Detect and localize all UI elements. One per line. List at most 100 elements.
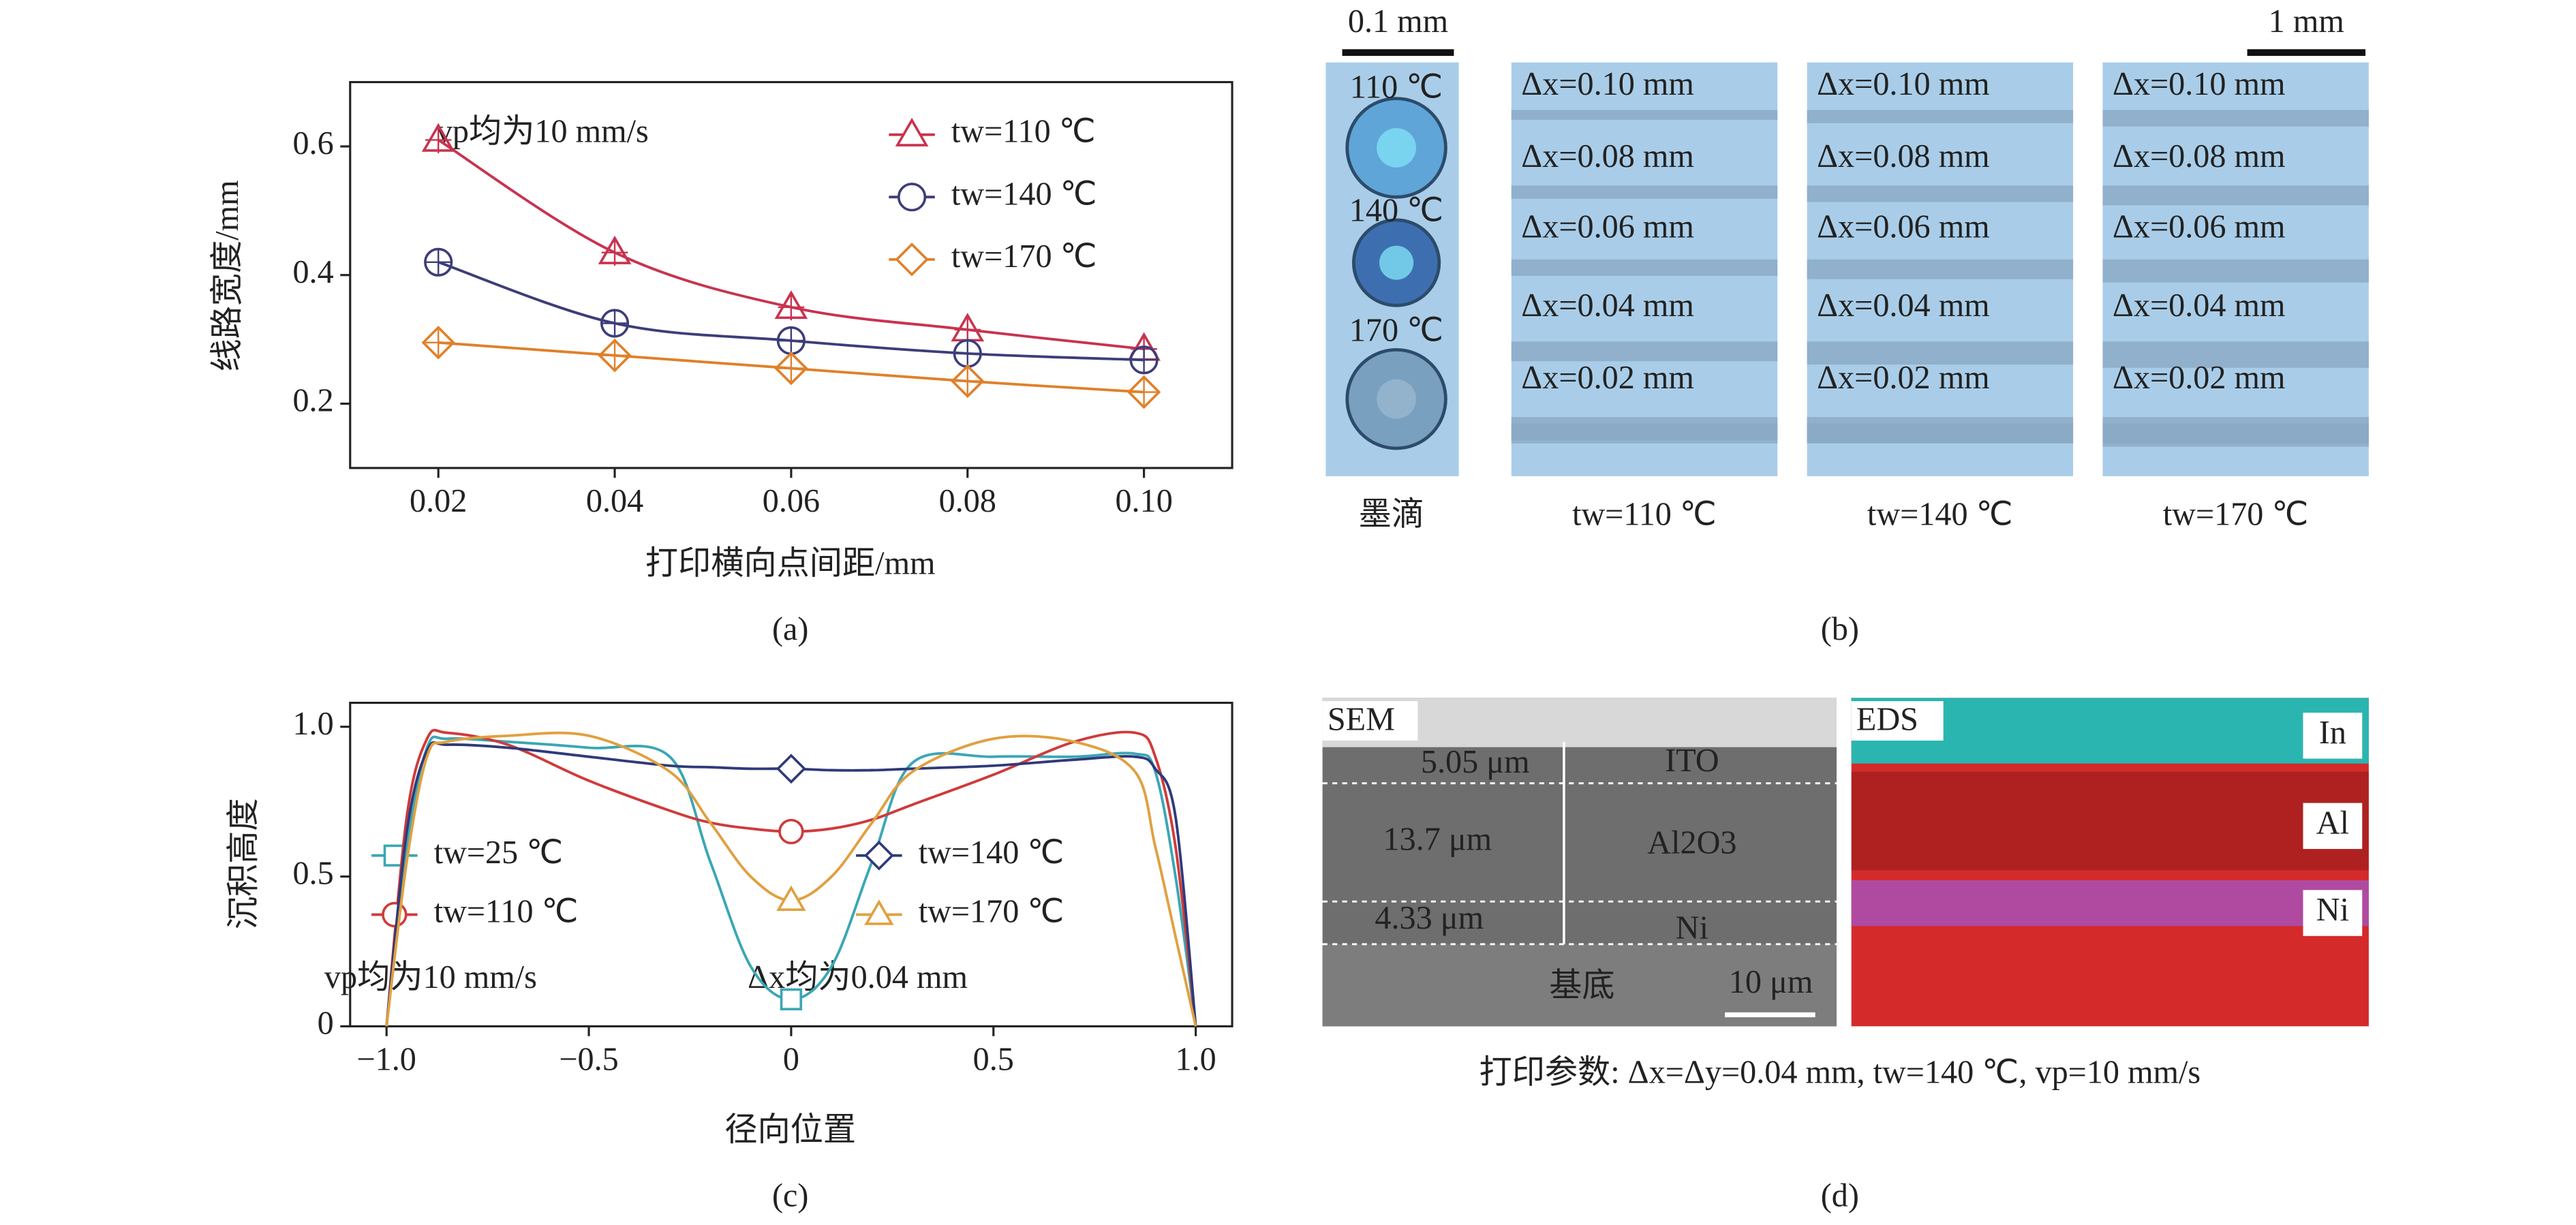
- printed-line: [1511, 185, 1778, 199]
- legend-label: tw=140 ℃: [919, 835, 1064, 871]
- marker: [382, 901, 408, 928]
- legend-label: tw=110 ℃: [951, 114, 1096, 150]
- scale-bar-label: 1 mm: [2269, 3, 2344, 40]
- annotation: vp均为10 mm/s: [324, 959, 537, 995]
- spacing-label: Δx=0.04 mm: [1521, 288, 1694, 324]
- scale-bar-label: 0.1 mm: [1348, 3, 1448, 40]
- column-label: tw=110 ℃: [1572, 496, 1717, 532]
- x-tick-label: −1.0: [357, 1041, 416, 1077]
- column-label: tw=140 ℃: [1867, 496, 2013, 532]
- spacing-label: Δx=0.04 mm: [2113, 288, 2286, 324]
- spacing-label: Δx=0.06 mm: [1817, 208, 1990, 245]
- droplet-core: [1377, 127, 1416, 168]
- caption: (d): [1821, 1177, 1859, 1213]
- element-label-bg: [2303, 803, 2363, 850]
- printed-line: [1511, 259, 1778, 276]
- y-tick-label: 0.2: [292, 383, 333, 419]
- sem-label: SEM: [1328, 702, 1395, 738]
- marker: [895, 117, 929, 146]
- x-axis-label: 径向位置: [724, 1112, 856, 1148]
- droplet-core: [1377, 379, 1416, 419]
- x-tick-label: 0.5: [973, 1041, 1014, 1077]
- marker: [864, 899, 894, 925]
- droplet-core: [1379, 245, 1414, 280]
- eds-label-bg: [1851, 701, 1944, 741]
- y-tick-label: 0: [318, 1005, 334, 1041]
- printed-line: [1807, 110, 2074, 123]
- caption: (a): [772, 611, 808, 647]
- marker: [774, 351, 808, 386]
- legend-label: tw=25 ℃: [434, 835, 564, 871]
- printed-line: [2102, 110, 2369, 127]
- y-tick-label: 0.4: [292, 254, 333, 290]
- eds-dark: [1851, 771, 2369, 871]
- element-label: Ni: [2316, 892, 2349, 928]
- element-label: Al: [2316, 805, 2349, 841]
- spacing-label: Δx=0.08 mm: [1521, 138, 1694, 174]
- thickness-label: 4.33 μm: [1375, 900, 1484, 936]
- printed-line: [2102, 423, 2369, 444]
- marker: [421, 326, 455, 360]
- printed-line: [1511, 110, 1778, 120]
- marker: [951, 364, 985, 399]
- layer-label: Ni: [1676, 910, 1708, 946]
- spacing-label: Δx=0.02 mm: [1817, 360, 1990, 396]
- printed-line: [1807, 423, 2074, 444]
- spacing-label: Δx=0.08 mm: [2113, 138, 2286, 174]
- legend-label: tw=170 ℃: [919, 894, 1064, 930]
- legend-label: tw=140 ℃: [951, 176, 1097, 212]
- droplet-temperature: 140 ℃: [1349, 192, 1443, 228]
- x-tick-label: 0.04: [586, 483, 643, 519]
- caption: (b): [1821, 611, 1859, 647]
- y-tick-label: 0.6: [292, 125, 333, 161]
- x-tick-label: 0: [783, 1041, 799, 1077]
- spacing-label: Δx=0.06 mm: [2113, 208, 2286, 245]
- spacing-label: Δx=0.02 mm: [2113, 360, 2286, 396]
- printed-line: [1511, 423, 1778, 444]
- element-label: In: [2319, 715, 2346, 751]
- substrate-label: 基底: [1549, 967, 1614, 1004]
- spacing-label: Δx=0.02 mm: [1521, 360, 1694, 396]
- x-axis-label: 打印横向点间距/mm: [645, 546, 936, 582]
- y-tick-label: 0.5: [292, 856, 333, 892]
- eds-label: EDS: [1856, 702, 1918, 738]
- column-label: tw=170 ℃: [2163, 496, 2309, 532]
- x-tick-label: 0.02: [410, 483, 467, 519]
- droplet-temperature: 110 ℃: [1350, 69, 1443, 106]
- printed-line: [1807, 185, 2074, 202]
- printed-line: [2102, 185, 2369, 206]
- x-tick-label: 0.08: [939, 483, 996, 519]
- layer-label: ITO: [1665, 743, 1719, 779]
- element-label-bg: [2303, 890, 2363, 936]
- printed-line: [1807, 259, 2074, 279]
- x-tick-label: 0.06: [763, 483, 820, 519]
- marker: [897, 183, 927, 212]
- printed-line: [2102, 259, 2369, 283]
- eds-ni: [1851, 880, 2369, 927]
- y-tick-label: 1.0: [292, 706, 333, 742]
- layer-label: Al2O3: [1647, 824, 1736, 860]
- thickness-label: 13.7 μm: [1383, 821, 1492, 857]
- printed-line: [1511, 341, 1778, 362]
- x-tick-label: −0.5: [559, 1041, 618, 1077]
- marker: [780, 988, 803, 1010]
- element-label-bg: [2303, 713, 2363, 759]
- marker: [895, 243, 929, 277]
- y-axis-label: 线路宽度/mm: [209, 180, 245, 371]
- droplet-temperature: 170 ℃: [1349, 312, 1443, 348]
- spacing-label: Δx=0.06 mm: [1521, 208, 1694, 245]
- droplet-label: 墨滴: [1359, 496, 1424, 532]
- marker: [598, 338, 632, 373]
- x-tick-label: 0.10: [1115, 483, 1172, 519]
- parameters: 打印参数: Δx=Δy=0.04 mm, tw=140 ℃, vp=10 mm/…: [1479, 1055, 2201, 1091]
- legend-label: tw=170 ℃: [951, 238, 1097, 275]
- caption: (c): [772, 1177, 808, 1213]
- thickness-label: 5.05 μm: [1421, 744, 1530, 780]
- spacing-label: Δx=0.10 mm: [1817, 66, 1990, 102]
- marker: [776, 754, 806, 784]
- marker: [863, 840, 894, 871]
- printed-line: [2102, 341, 2369, 368]
- y-axis-label: 沉积高度: [226, 798, 262, 929]
- spacing-label: Δx=0.04 mm: [1817, 288, 1990, 324]
